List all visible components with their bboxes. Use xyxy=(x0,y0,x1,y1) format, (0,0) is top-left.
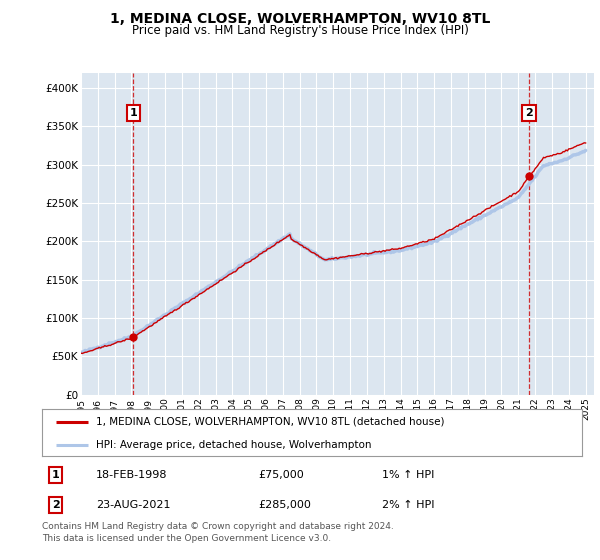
Text: 1, MEDINA CLOSE, WOLVERHAMPTON, WV10 8TL (detached house): 1, MEDINA CLOSE, WOLVERHAMPTON, WV10 8TL… xyxy=(96,417,445,427)
Text: £285,000: £285,000 xyxy=(258,500,311,510)
Text: 2: 2 xyxy=(525,108,533,118)
Text: 2: 2 xyxy=(52,500,59,510)
Text: HPI: Average price, detached house, Wolverhampton: HPI: Average price, detached house, Wolv… xyxy=(96,440,371,450)
Text: 1, MEDINA CLOSE, WOLVERHAMPTON, WV10 8TL: 1, MEDINA CLOSE, WOLVERHAMPTON, WV10 8TL xyxy=(110,12,490,26)
Text: 2% ↑ HPI: 2% ↑ HPI xyxy=(382,500,434,510)
Text: £75,000: £75,000 xyxy=(258,470,304,480)
Text: 1% ↑ HPI: 1% ↑ HPI xyxy=(382,470,434,480)
Text: 1: 1 xyxy=(130,108,137,118)
Text: 1: 1 xyxy=(52,470,59,480)
Text: Price paid vs. HM Land Registry's House Price Index (HPI): Price paid vs. HM Land Registry's House … xyxy=(131,24,469,37)
Text: 23-AUG-2021: 23-AUG-2021 xyxy=(96,500,170,510)
Text: Contains HM Land Registry data © Crown copyright and database right 2024.
This d: Contains HM Land Registry data © Crown c… xyxy=(42,522,394,543)
Text: 18-FEB-1998: 18-FEB-1998 xyxy=(96,470,167,480)
